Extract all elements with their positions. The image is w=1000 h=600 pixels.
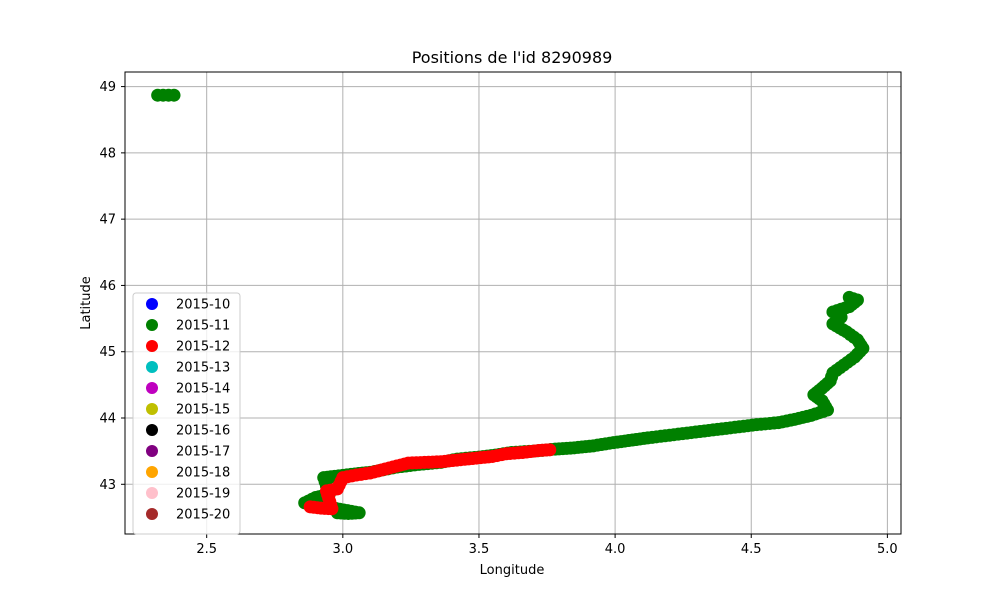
y-tick-label: 44	[99, 412, 116, 427]
legend: 2015-10 2015-11 2015-12 2015-13 2015-14 2015-…	[132, 292, 241, 535]
y-tick-label: 49	[99, 80, 116, 95]
x-axis-label: Longitude	[480, 563, 545, 578]
legend-marker	[146, 340, 158, 352]
legend-marker	[146, 319, 158, 331]
legend-label: 2015-11	[176, 319, 230, 334]
point-2015-11	[842, 290, 856, 304]
plot-frame	[124, 71, 902, 535]
legend-label: 2015-10	[176, 298, 230, 313]
y-tick-label: 43	[99, 478, 116, 493]
point-2015-11	[167, 88, 181, 102]
legend-marker	[146, 361, 158, 373]
legend-marker	[146, 403, 158, 415]
x-tick-label: 2.5	[196, 542, 217, 557]
grid	[125, 72, 901, 534]
chart-title: Positions de l'id 8290989	[412, 48, 613, 67]
legend-label: 2015-15	[176, 403, 230, 418]
x-tick-label: 5.0	[877, 542, 898, 557]
legend-label: 2015-19	[176, 487, 230, 502]
x-tick-label: 4.5	[741, 542, 762, 557]
x-tick-label: 3.5	[469, 542, 490, 557]
legend-label: 2015-14	[176, 382, 230, 397]
x-tick-label: 4.0	[605, 542, 626, 557]
legend-box	[132, 292, 241, 535]
y-tick-label: 48	[99, 146, 116, 161]
legend-marker	[146, 424, 158, 436]
y-tick-label: 47	[99, 213, 116, 228]
legend-label: 2015-17	[176, 445, 230, 460]
legend-marker	[146, 298, 158, 310]
legend-label: 2015-20	[176, 508, 230, 523]
y-tick-label: 45	[99, 345, 116, 360]
y-axis-label: Latitude	[79, 276, 94, 330]
axis-ticks: 2.5 3.0 3.5 4.0 4.5 5.0 43 44 45 46 47 48 49	[99, 80, 897, 557]
legend-marker	[146, 487, 158, 499]
legend-marker	[146, 382, 158, 394]
legend-marker	[146, 466, 158, 478]
legend-marker	[146, 508, 158, 520]
point-2015-12	[543, 443, 557, 457]
legend-label: 2015-16	[176, 424, 230, 439]
legend-label: 2015-12	[176, 340, 230, 355]
legend-label: 2015-18	[176, 466, 230, 481]
legend-marker	[146, 445, 158, 457]
y-tick-label: 46	[99, 279, 116, 294]
legend-label: 2015-13	[176, 361, 230, 376]
x-tick-label: 3.0	[332, 542, 353, 557]
data-points	[151, 88, 870, 520]
